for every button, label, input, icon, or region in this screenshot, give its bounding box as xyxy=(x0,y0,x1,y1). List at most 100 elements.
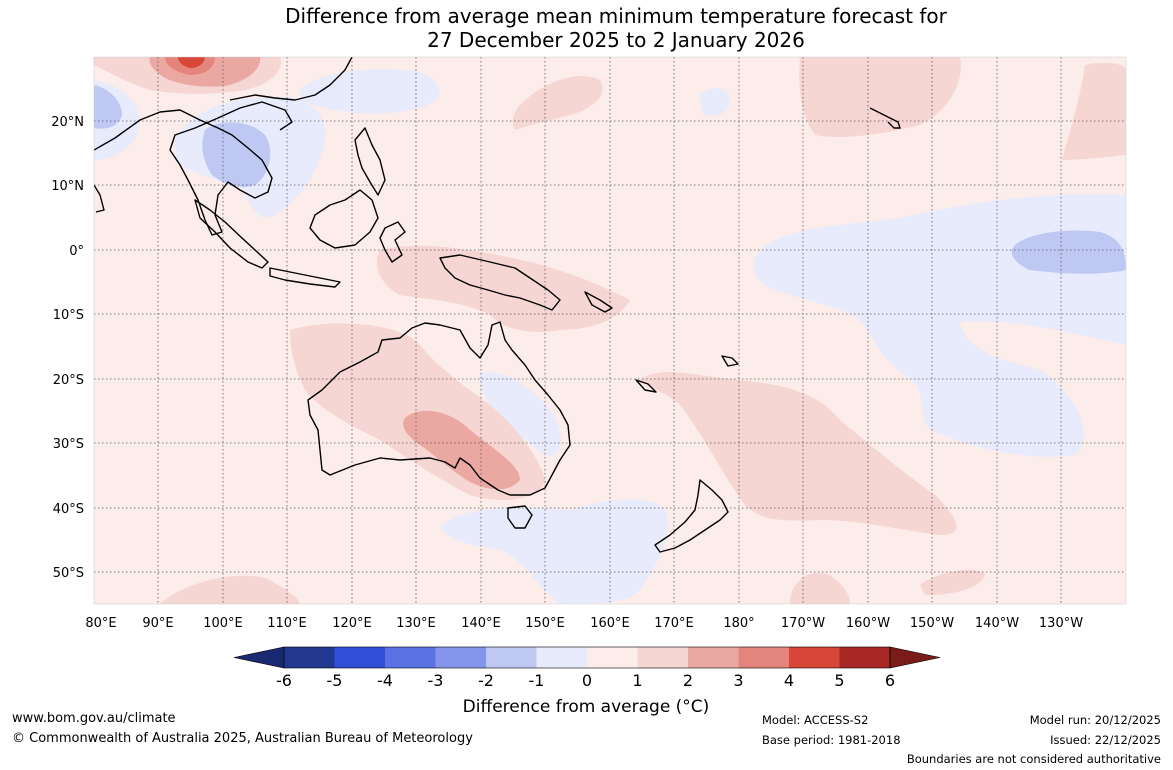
lon-label: 90°E xyxy=(142,616,173,631)
lat-label: 50°S xyxy=(53,566,84,581)
colorbar-tick-label: 2 xyxy=(682,671,694,690)
colorbar-swatch xyxy=(587,647,638,668)
warm-anomaly-region-far-southeast xyxy=(920,569,985,595)
lon-label: 160°W xyxy=(846,616,890,631)
coastline-java xyxy=(269,267,341,288)
coastline-australia xyxy=(307,321,571,496)
colorbar-tick-label: -2 xyxy=(478,671,494,690)
cool-anomaly-region-eastern-australia xyxy=(480,371,562,456)
footer-disclaimer: Boundaries are not considered authoritat… xyxy=(906,752,1161,766)
longitude-labels: 80°E 90°E 100°E 110°E 120°E 130°E 140°E … xyxy=(85,616,1083,631)
lat-label: 0° xyxy=(69,244,84,259)
footer-base-period: Base period: 1981-2018 xyxy=(762,733,901,747)
lon-label: 120°E xyxy=(332,616,372,631)
lat-label: 10°S xyxy=(53,308,84,323)
gridlines xyxy=(94,57,1126,604)
footer-website[interactable]: www.bom.gov.au/climate xyxy=(12,711,176,726)
cool-anomaly-region-tasman xyxy=(440,499,669,604)
colorbar-under-arrow xyxy=(233,646,285,669)
lon-label: 170°W xyxy=(781,616,825,631)
map-title-line-2: 27 December 2025 to 2 January 2026 xyxy=(427,28,805,52)
colorbar-swatch xyxy=(688,647,739,668)
coastline-philippines xyxy=(354,127,386,196)
footer-copyright: © Commonwealth of Australia 2025, Austra… xyxy=(12,731,473,746)
footer-model-run: Model run: 20/12/2025 xyxy=(1029,713,1161,727)
colorbar-over-arrow xyxy=(889,646,941,669)
colorbar-swatch xyxy=(738,647,789,668)
lat-label: 30°S xyxy=(53,437,84,452)
coastline-india xyxy=(94,184,105,213)
colorbar-swatch xyxy=(536,647,587,668)
lon-label: 130°W xyxy=(1039,616,1083,631)
lat-label: 20°S xyxy=(53,373,84,388)
colorbar-swatch xyxy=(435,647,486,668)
colorbar-swatch xyxy=(789,647,840,668)
coastline-new-guinea xyxy=(439,254,561,311)
cool-anomaly-region-hawaii-east xyxy=(700,88,730,116)
coastline-sulawesi xyxy=(379,221,406,263)
lon-label: 180° xyxy=(723,616,754,631)
colorbar-tick-label: -3 xyxy=(427,671,444,690)
lon-label: 140°W xyxy=(975,616,1019,631)
coastline-borneo xyxy=(309,189,379,249)
map-title-line-1: Difference from average mean minimum tem… xyxy=(285,4,947,28)
colorbar-tick-label: 6 xyxy=(884,671,896,690)
cooler-anomaly-region-pacific-east xyxy=(1011,230,1126,274)
coastline-tasmania xyxy=(507,505,533,529)
footer-issued: Issued: 22/12/2025 xyxy=(1050,733,1161,747)
cooler-anomaly-region-indochina xyxy=(202,122,271,187)
colorbar-swatch xyxy=(839,647,890,668)
colorbar-swatch xyxy=(486,647,537,668)
footer-model: Model: ACCESS-S2 xyxy=(762,713,869,727)
colorbar-tick-label: 1 xyxy=(632,671,643,690)
cooler-anomaly-region-west xyxy=(94,85,122,129)
coastline-new-caledonia xyxy=(635,379,657,393)
lat-label: 10°N xyxy=(51,179,84,194)
latitude-labels: 20°N 10°N 0° 10°S 20°S 30°S 40°S 50°S xyxy=(51,115,84,581)
lon-label: 80°E xyxy=(85,616,116,631)
lon-label: 160°E xyxy=(590,616,630,631)
colorbar-tick-label: -5 xyxy=(326,671,343,690)
coastline-hawaii xyxy=(869,107,901,129)
warm-anomaly-region-southeast xyxy=(790,572,850,604)
lon-label: 150°E xyxy=(525,616,565,631)
colorbar-tick-label: -1 xyxy=(528,671,545,690)
colorbar-swatch xyxy=(334,647,385,668)
lat-label: 20°N xyxy=(51,115,84,130)
lon-label: 130°E xyxy=(396,616,436,631)
coastlines xyxy=(94,57,901,553)
coastline-fiji xyxy=(721,355,739,367)
lon-label: 100°E xyxy=(203,616,243,631)
warm-anomaly-region-northeast-pacific xyxy=(1062,62,1126,160)
colorbar xyxy=(233,646,941,669)
warm-anomaly-region-south xyxy=(160,575,300,604)
lon-label: 170°E xyxy=(654,616,694,631)
map-frame xyxy=(93,56,1127,605)
lon-label: 150°W xyxy=(910,616,954,631)
coastline-new-zealand xyxy=(654,479,729,553)
coastline-southeast-asia xyxy=(94,101,293,236)
colorbar-tick-label: -4 xyxy=(377,671,393,690)
colorbar-tick-label: -6 xyxy=(276,671,292,690)
colorbar-tick-label: 3 xyxy=(733,671,744,690)
colorbar-title: Difference from average (°C) xyxy=(462,697,710,717)
colorbar-outline xyxy=(283,646,891,669)
warmer-anomaly-region-southern-australia xyxy=(403,410,520,490)
warm-anomaly-region-new-guinea xyxy=(376,245,630,332)
coastline-sumatra xyxy=(194,199,269,269)
colorbar-swatch xyxy=(284,647,335,668)
colorbar-tick-label: 4 xyxy=(783,671,795,690)
colorbar-swatch xyxy=(637,647,688,668)
anomaly-shading xyxy=(94,57,1126,604)
hottest-anomaly-region-asia xyxy=(178,57,205,68)
lat-label: 40°S xyxy=(53,502,84,517)
colorbar-tick-label: 5 xyxy=(834,671,845,690)
warm-anomaly-region-south-pacific xyxy=(640,372,957,535)
coastline-china xyxy=(229,57,353,101)
lon-label: 140°E xyxy=(461,616,501,631)
warm-anomaly-region-north-pacific xyxy=(799,57,961,137)
warm-anomaly-region-philippine-sea xyxy=(512,76,603,130)
colorbar-swatch xyxy=(385,647,436,668)
colorbar-tick-label: 0 xyxy=(581,671,593,690)
